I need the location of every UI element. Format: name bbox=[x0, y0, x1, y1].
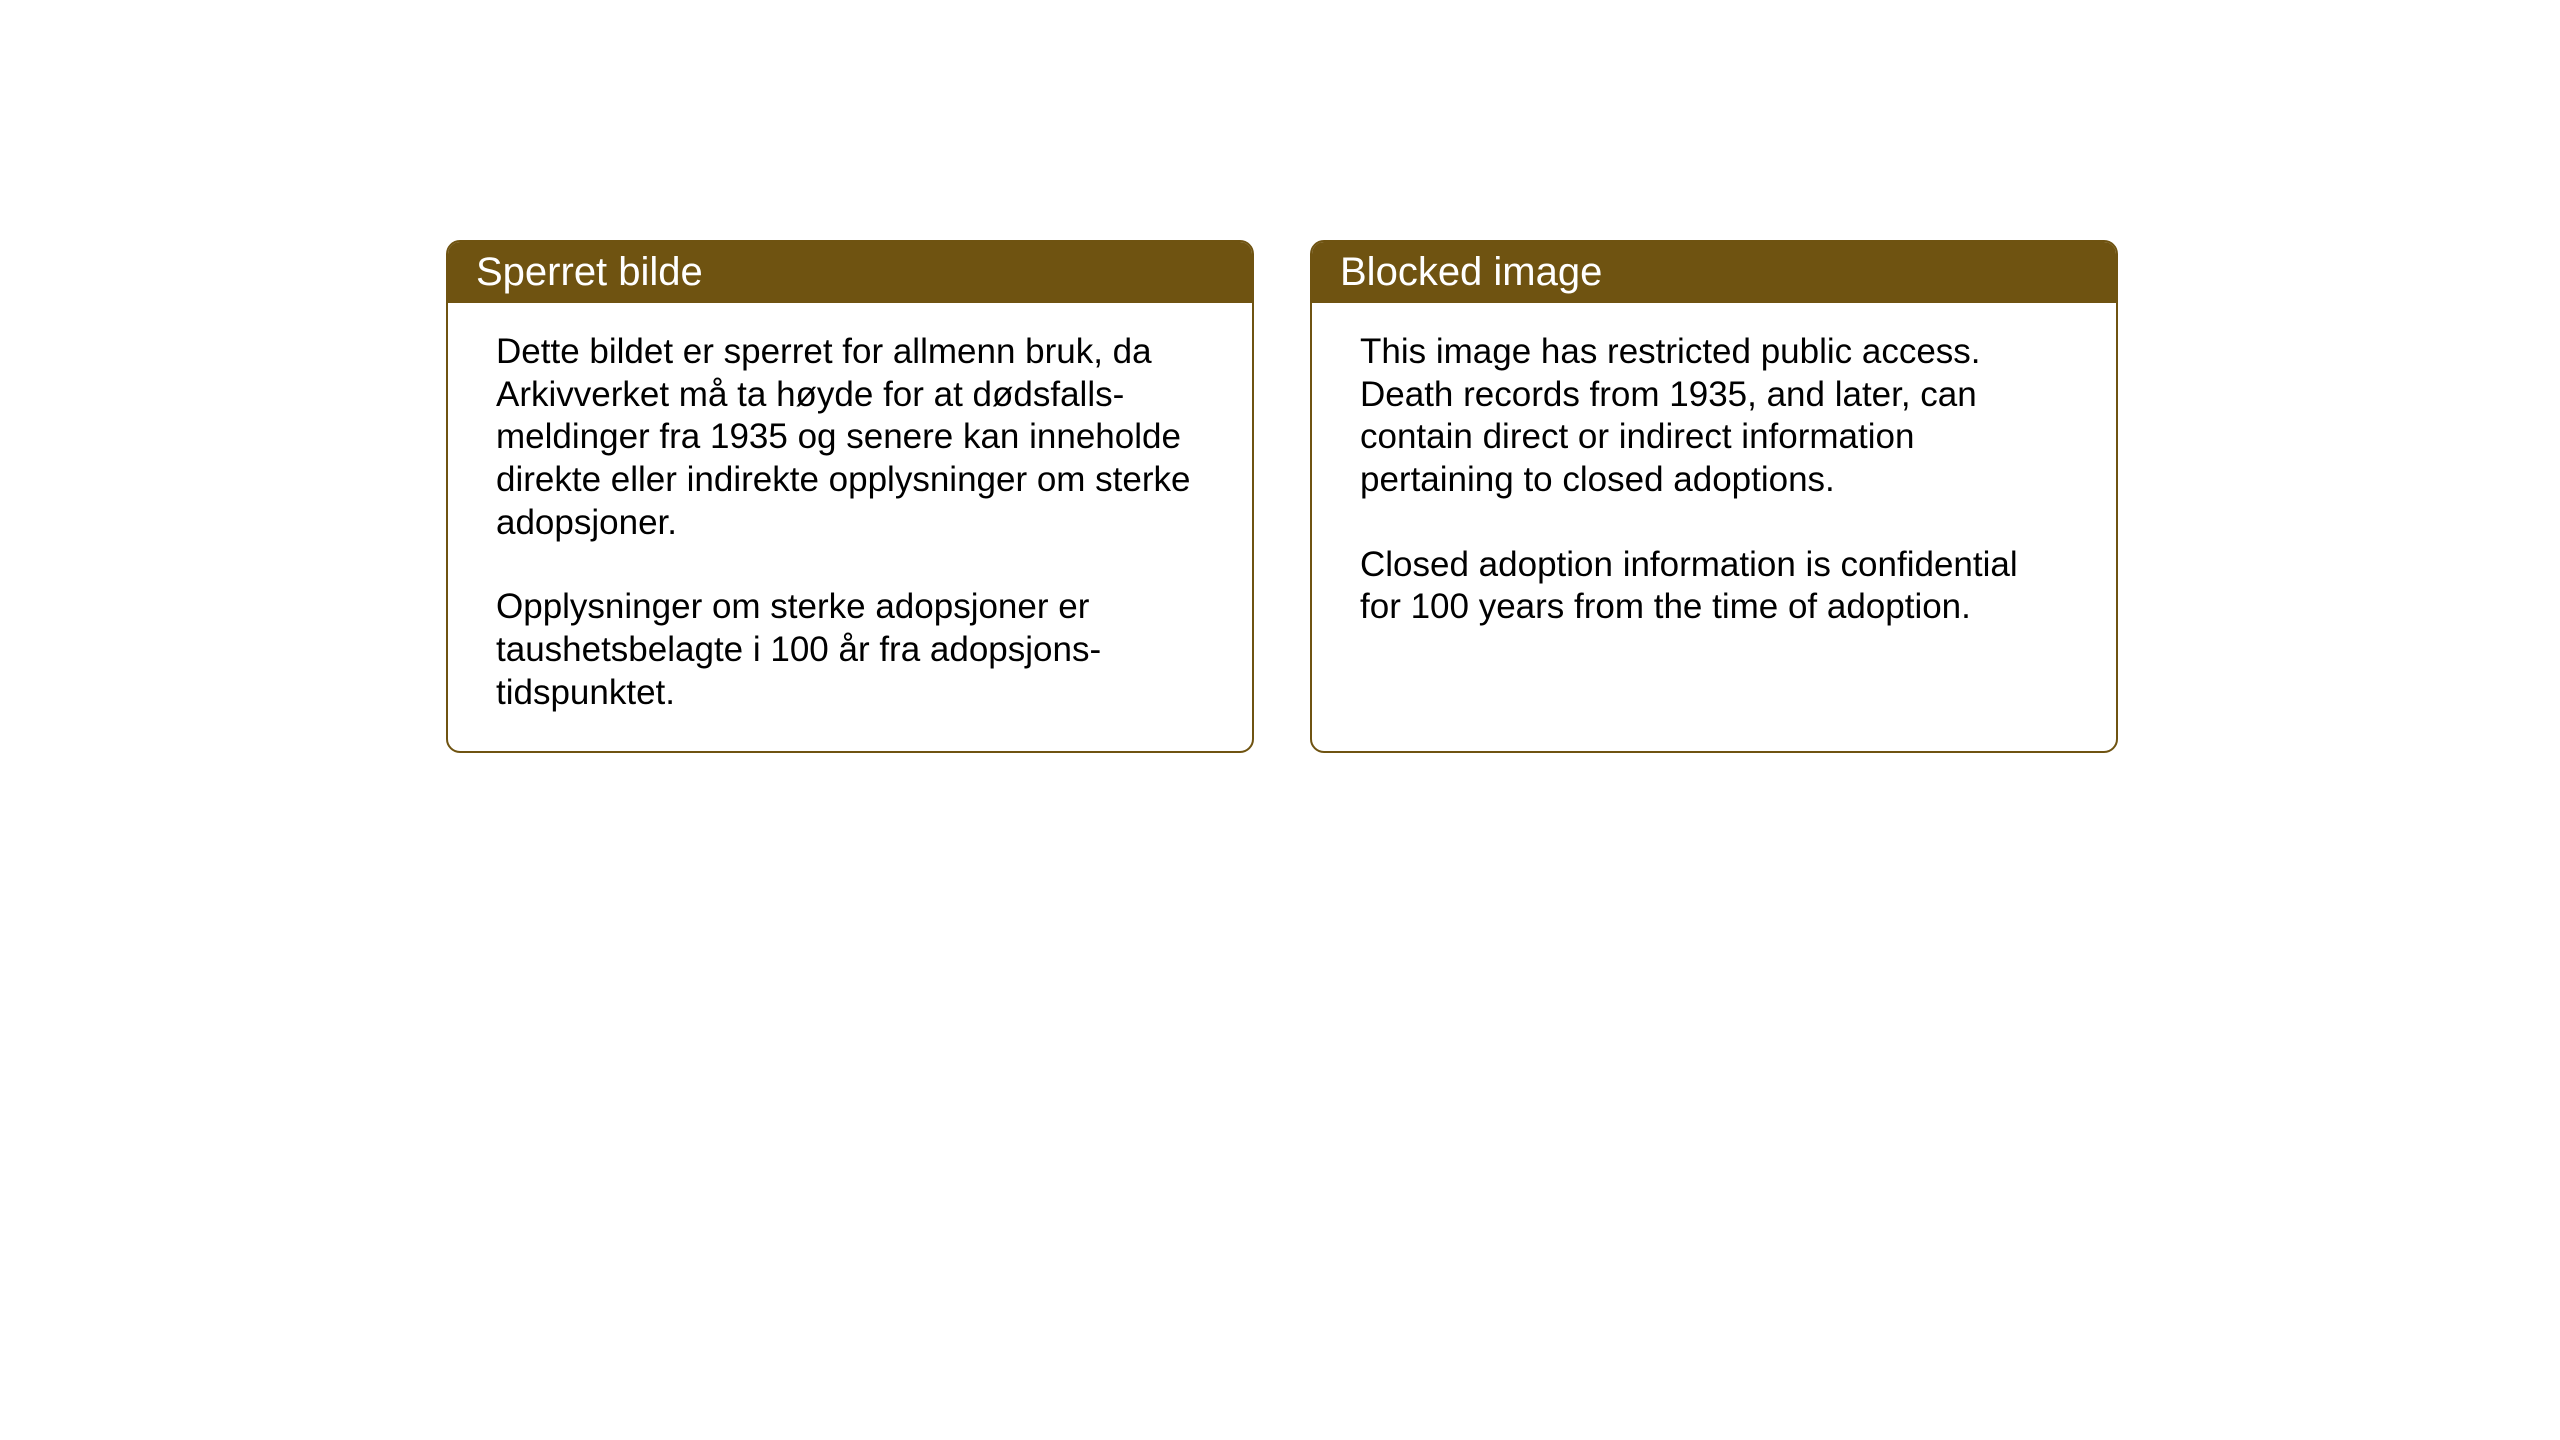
english-card-paragraph-2: Closed adoption information is confident… bbox=[1360, 544, 2068, 629]
english-card-header: Blocked image bbox=[1312, 242, 2116, 303]
norwegian-card-paragraph-2: Opplysninger om sterke adopsjoner er tau… bbox=[496, 586, 1204, 714]
norwegian-card-body: Dette bildet er sperret for allmenn bruk… bbox=[448, 303, 1252, 751]
english-card: Blocked image This image has restricted … bbox=[1310, 240, 2118, 753]
english-card-title: Blocked image bbox=[1340, 250, 1602, 294]
cards-container: Sperret bilde Dette bildet er sperret fo… bbox=[446, 240, 2118, 753]
english-card-paragraph-1: This image has restricted public access.… bbox=[1360, 331, 2068, 502]
norwegian-card-paragraph-1: Dette bildet er sperret for allmenn bruk… bbox=[496, 331, 1204, 544]
norwegian-card-title: Sperret bilde bbox=[476, 250, 703, 294]
norwegian-card: Sperret bilde Dette bildet er sperret fo… bbox=[446, 240, 1254, 753]
english-card-body: This image has restricted public access.… bbox=[1312, 303, 2116, 665]
norwegian-card-header: Sperret bilde bbox=[448, 242, 1252, 303]
